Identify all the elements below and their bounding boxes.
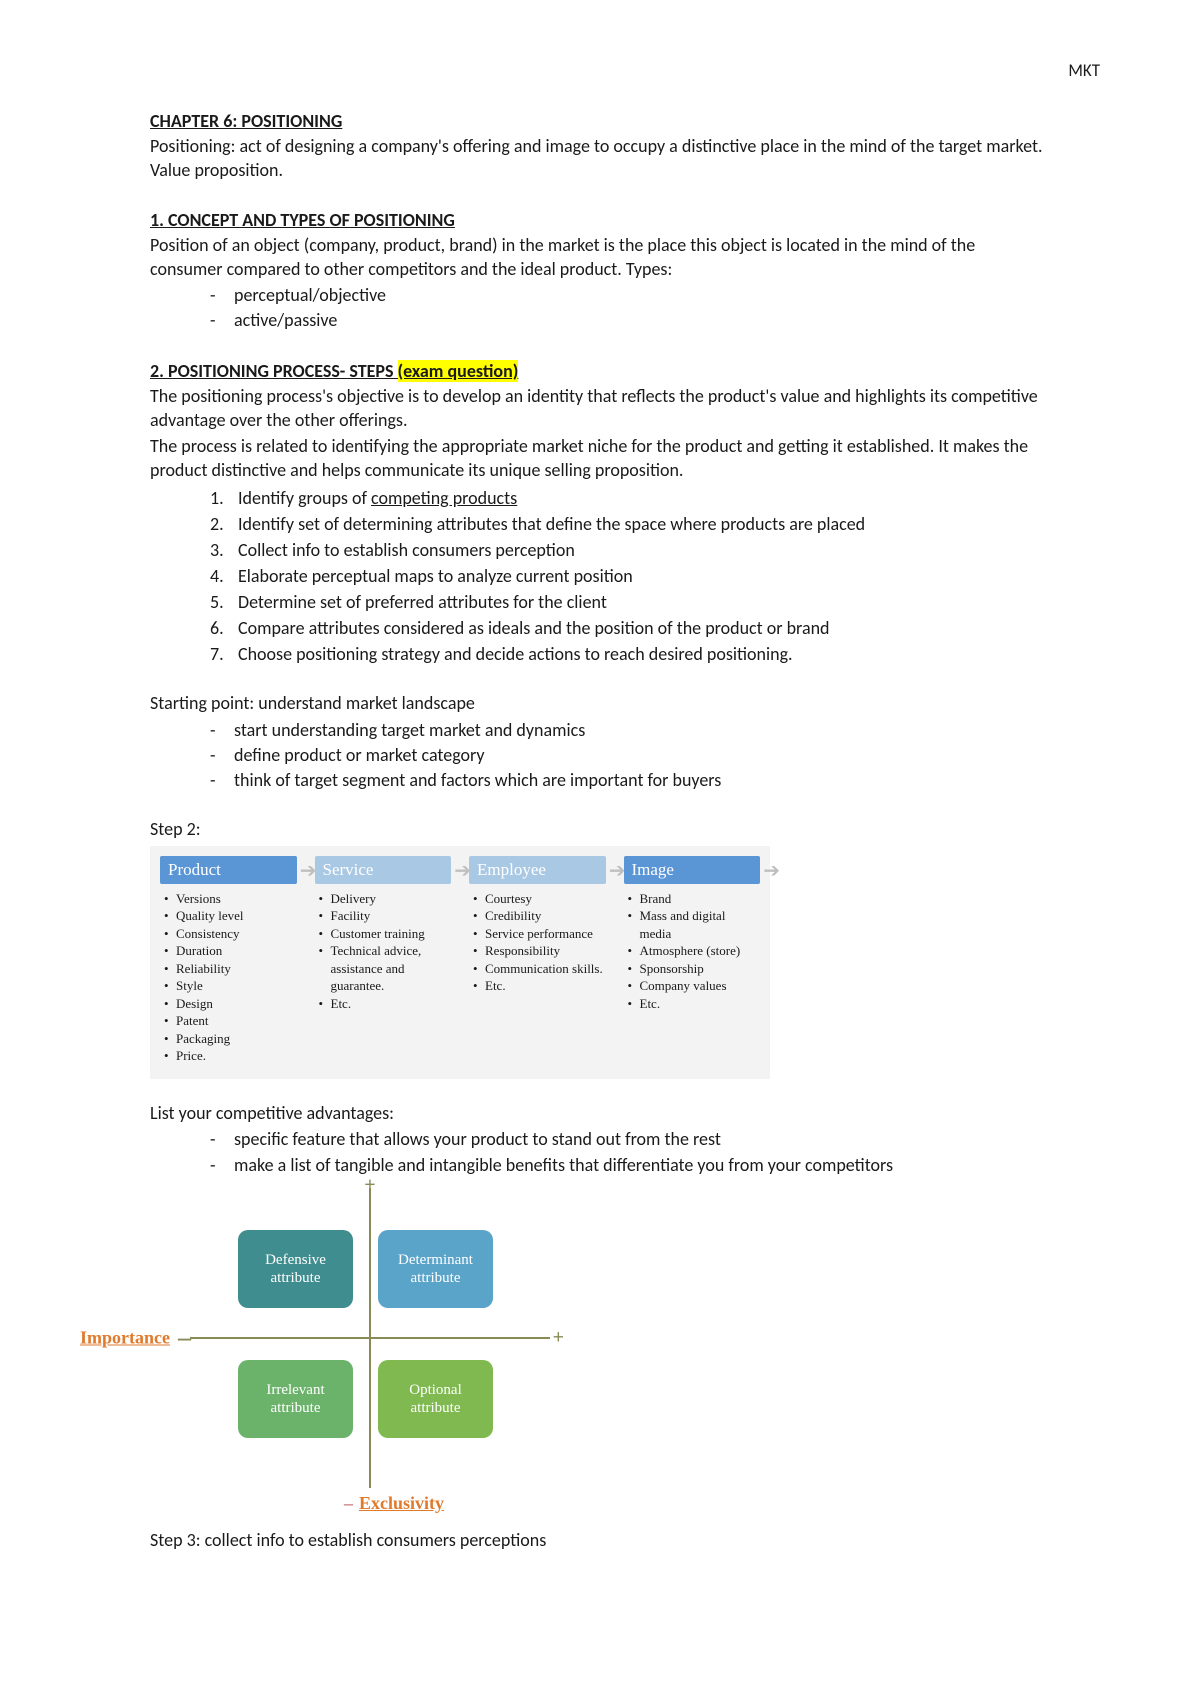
list-item: Design <box>164 995 297 1013</box>
section2-steps-list: Identify groups of competing products Id… <box>210 485 1050 668</box>
list-item: Quality level <box>164 907 297 925</box>
quadrant-cell-bottom-right: Optional attribute <box>378 1360 493 1438</box>
list-item: Sponsorship <box>628 960 761 978</box>
competitive-advantages-label: List your competitive advantages: <box>150 1101 1050 1125</box>
list-item: specific feature that allows your produc… <box>210 1127 1050 1152</box>
list-item: Compare attributes considered as ideals … <box>210 615 1050 641</box>
step2-column-items: DeliveryFacilityCustomer trainingTechnic… <box>315 890 452 1013</box>
chapter-title: CHAPTER 6: POSITIONING <box>150 110 1050 132</box>
section2-para1: The positioning process's objective is t… <box>150 384 1050 433</box>
list-item: Etc. <box>473 977 606 995</box>
step2-diagram: Product➔ VersionsQuality levelConsistency… <box>150 846 770 1079</box>
document-page: MKT CHAPTER 6: POSITIONING Positioning: … <box>0 0 1200 1698</box>
step2-column-header: Service➔ <box>315 856 452 884</box>
plus-icon: + <box>553 1326 564 1349</box>
quadrant-cell-bottom-left: Irrelevant attribute <box>238 1360 353 1438</box>
list-item: Choose positioning strategy and decide a… <box>210 641 1050 667</box>
step2-column-items: BrandMass and digital mediaAtmosphere (s… <box>624 890 761 1013</box>
quadrant-diagram: + + – Importance –Exclusivity Defensive … <box>150 1188 570 1488</box>
quadrant-x-axis-label: –Exclusivity <box>344 1493 444 1514</box>
list-item: active/passive <box>210 308 1050 333</box>
chapter-intro: Positioning: act of designing a company'… <box>150 134 1050 183</box>
list-item: Determine set of preferred attributes fo… <box>210 589 1050 615</box>
list-item: Delivery <box>319 890 452 908</box>
list-item: Etc. <box>319 995 452 1013</box>
step2-column-items: CourtesyCredibilityService performanceRe… <box>469 890 606 995</box>
arrow-right-icon: ➔ <box>609 858 626 883</box>
list-item: Credibility <box>473 907 606 925</box>
list-item: Technical advice, assistance and guarant… <box>319 942 452 995</box>
step2-column: Image➔ BrandMass and digital mediaAtmosph… <box>624 856 761 1065</box>
list-item: Collect info to establish consumers perc… <box>210 537 1050 563</box>
list-item: Mass and digital media <box>628 907 761 942</box>
list-item: Reliability <box>164 960 297 978</box>
quadrant-cell-top-left: Defensive attribute <box>238 1230 353 1308</box>
minus-icon: – <box>178 1323 191 1353</box>
list-item: make a list of tangible and intangible b… <box>210 1153 1050 1178</box>
step-underline: competing products <box>371 487 517 509</box>
list-item: Duration <box>164 942 297 960</box>
step2-label: Step 2: <box>150 817 1050 841</box>
list-item: Responsibility <box>473 942 606 960</box>
list-item: define product or market category <box>210 743 1050 768</box>
list-item: start understanding target market and dy… <box>210 718 1050 743</box>
quadrant-cell-top-right: Determinant attribute <box>378 1230 493 1308</box>
list-item: Etc. <box>628 995 761 1013</box>
list-item: Versions <box>164 890 297 908</box>
list-item: Brand <box>628 890 761 908</box>
step2-column: Service➔ DeliveryFacilityCustomer trainin… <box>315 856 452 1065</box>
list-item: Service performance <box>473 925 606 943</box>
step2-column-header: Employee➔ <box>469 856 606 884</box>
list-item: Patent <box>164 1012 297 1030</box>
list-item: perceptual/objective <box>210 283 1050 308</box>
section1-heading: 1. CONCEPT AND TYPES OF POSITIONING <box>150 209 1050 231</box>
arrow-right-icon: ➔ <box>300 858 317 883</box>
list-item: Atmosphere (store) <box>628 942 761 960</box>
list-item: Company values <box>628 977 761 995</box>
quadrant-y-axis-label: Importance <box>80 1327 170 1348</box>
section1-body: Position of an object (company, product,… <box>150 233 1050 282</box>
section2-para2: The process is related to identifying th… <box>150 434 1050 483</box>
plus-icon: + <box>364 1174 375 1197</box>
step2-column-header: Image➔ <box>624 856 761 884</box>
list-item: Identify groups of competing products <box>210 485 1050 511</box>
list-item: Elaborate perceptual maps to analyze cur… <box>210 563 1050 589</box>
list-item: Price. <box>164 1047 297 1065</box>
list-item: Communication skills. <box>473 960 606 978</box>
section2-heading-prefix: 2. POSITIONING PROCESS- STEPS <box>150 360 398 382</box>
list-item: Style <box>164 977 297 995</box>
step2-column: Employee➔ CourtesyCredibilityService perf… <box>469 856 606 1065</box>
section1-types-list: perceptual/objective active/passive <box>210 283 1050 333</box>
quadrant-x-axis-text: Exclusivity <box>359 1493 444 1513</box>
competitive-advantages-list: specific feature that allows your produc… <box>210 1127 1050 1177</box>
page-header-corner: MKT <box>1068 60 1100 81</box>
step2-column-items: VersionsQuality levelConsistencyDuration… <box>160 890 297 1065</box>
step3-label: Step 3: collect info to establish consum… <box>150 1528 1050 1552</box>
step2-column: Product➔ VersionsQuality levelConsistency… <box>160 856 297 1065</box>
list-item: Consistency <box>164 925 297 943</box>
starting-point-label: Starting point: understand market landsc… <box>150 691 1050 715</box>
arrow-right-icon: ➔ <box>763 858 780 883</box>
section2-heading: 2. POSITIONING PROCESS- STEPS (exam ques… <box>150 360 1050 382</box>
list-item: Packaging <box>164 1030 297 1048</box>
quadrant-axis-horizontal <box>190 1337 550 1339</box>
list-item: Courtesy <box>473 890 606 908</box>
starting-point-list: start understanding target market and dy… <box>210 718 1050 794</box>
list-item: Customer training <box>319 925 452 943</box>
list-item: Facility <box>319 907 452 925</box>
list-item: think of target segment and factors whic… <box>210 768 1050 793</box>
section2-heading-highlight: (exam question) <box>398 360 519 382</box>
step-prefix: Identify groups of <box>238 487 371 509</box>
list-item: Identify set of determining attributes t… <box>210 511 1050 537</box>
step2-column-header: Product➔ <box>160 856 297 884</box>
